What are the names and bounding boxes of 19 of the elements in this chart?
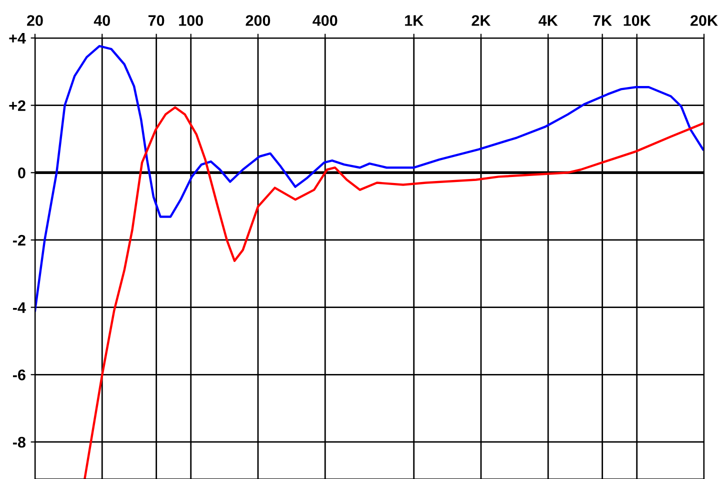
y-tick-label: -4: [12, 302, 26, 313]
x-tick-label: 7K: [593, 15, 612, 26]
y-tick-label: -8: [12, 436, 26, 448]
y-tick-label: +2: [9, 100, 26, 111]
x-tick-label: 4K: [538, 15, 558, 26]
y-tick-label: -6: [12, 370, 26, 380]
x-tick-label: 100: [179, 15, 203, 26]
x-tick-label: 20K: [690, 15, 718, 26]
x-tick-label: 2K: [472, 15, 491, 26]
y-tick-label: +4: [9, 33, 26, 44]
x-tick-label: 70: [148, 15, 164, 26]
x-tick-label: 10K: [624, 15, 651, 26]
x-tick-label: 200: [246, 15, 270, 26]
y-tick-label: 0: [18, 168, 26, 178]
y-tick-label: -2: [12, 234, 26, 246]
x-tick-label: 40: [94, 15, 110, 26]
x-tick-label: 1K: [405, 15, 424, 26]
x-tick-label: 20: [27, 15, 43, 26]
x-tick-label: 400: [312, 15, 338, 26]
